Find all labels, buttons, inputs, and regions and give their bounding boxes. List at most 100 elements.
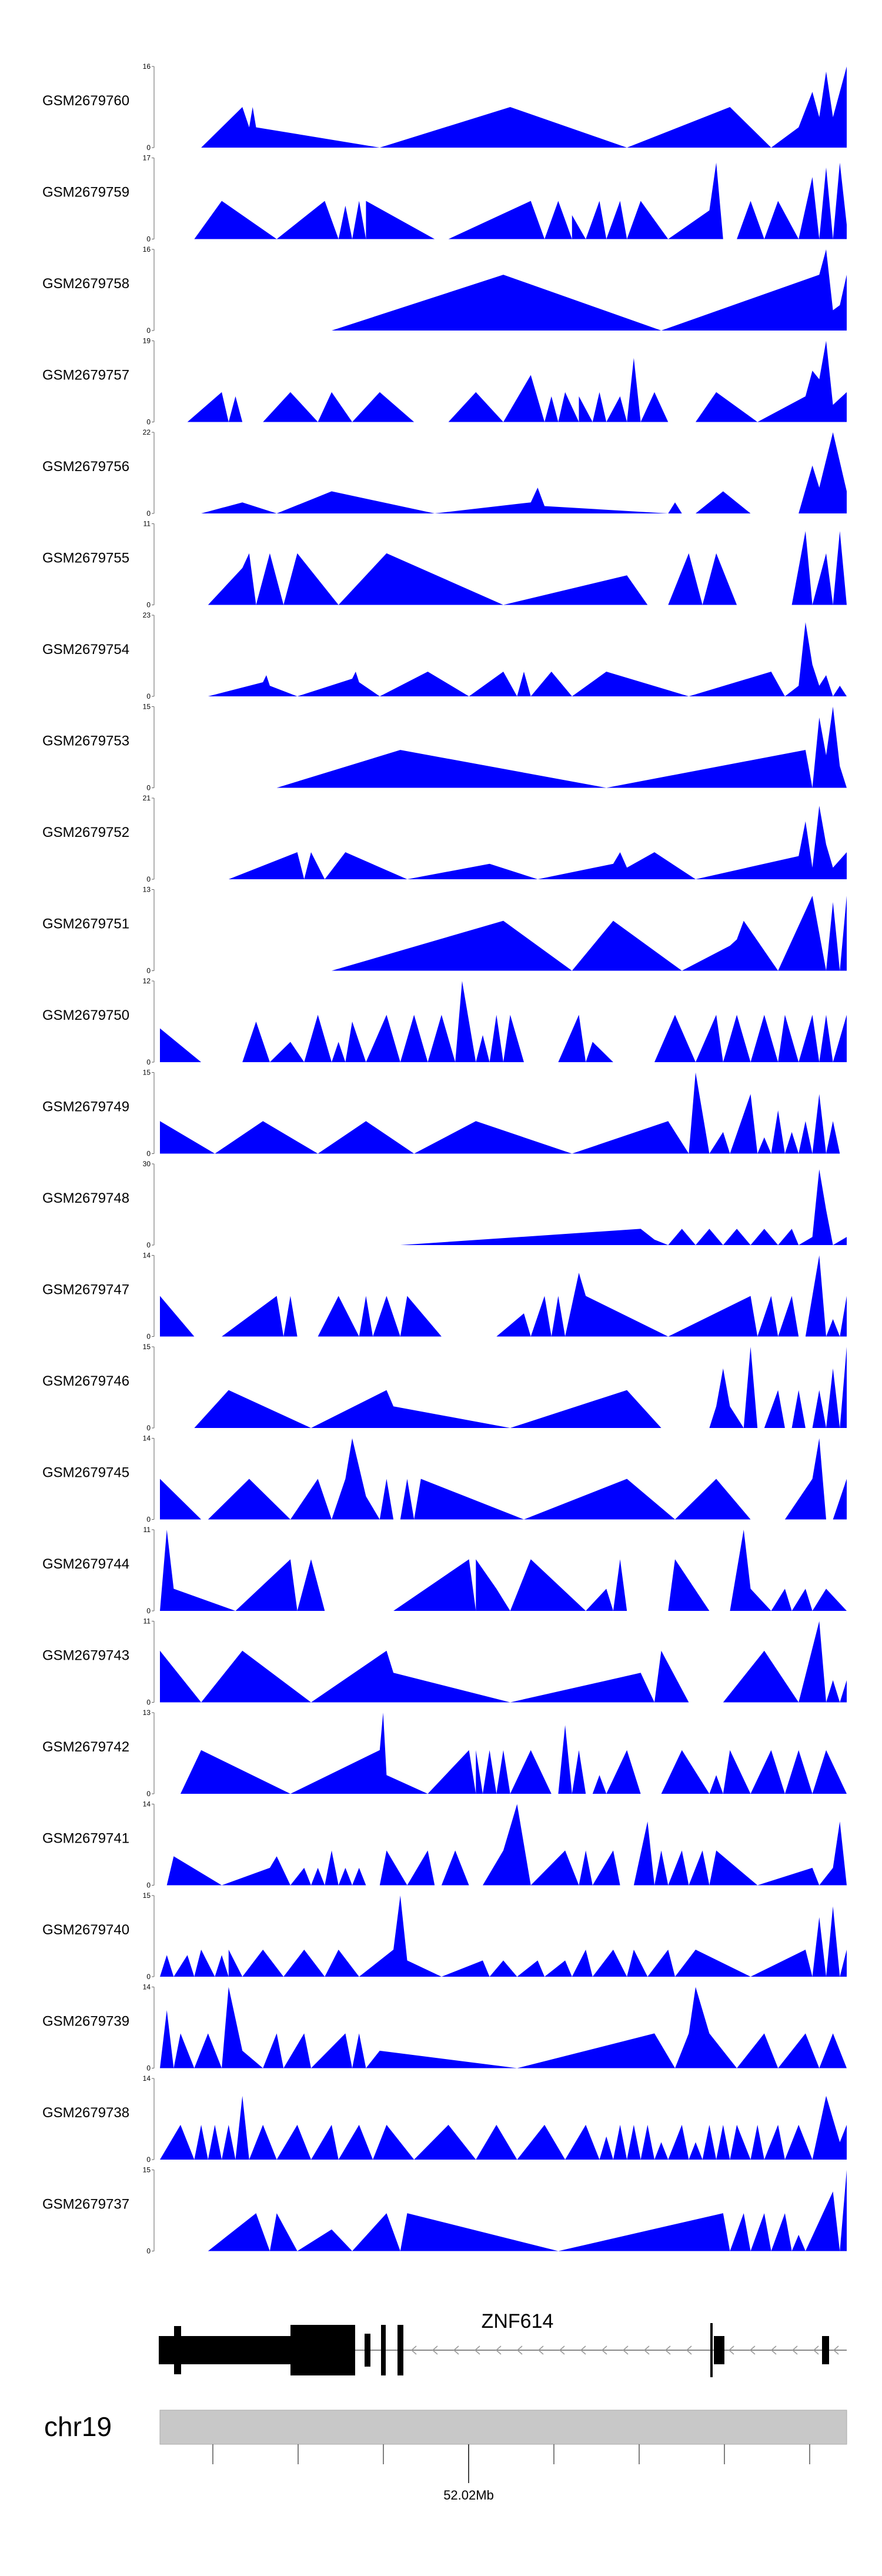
y-min-label: 0 xyxy=(146,601,151,609)
track-label: GSM2679744 xyxy=(42,1556,129,1572)
track-label: GSM2679749 xyxy=(42,1099,129,1115)
track-label: GSM2679745 xyxy=(42,1465,129,1481)
y-max-label: 14 xyxy=(143,1983,151,1991)
track-GSM2679748: GSM2679748 30 0 xyxy=(42,1160,847,1249)
track-label: GSM2679751 xyxy=(42,916,129,932)
y-max-label: 16 xyxy=(143,245,151,253)
track-GSM2679759: GSM2679759 17 0 xyxy=(42,154,847,243)
gene-exon xyxy=(714,2336,724,2364)
y-min-label: 0 xyxy=(146,326,151,335)
gene-exon xyxy=(381,2325,386,2375)
track-label: GSM2679753 xyxy=(42,733,129,749)
gene-exon xyxy=(397,2325,403,2375)
y-min-label: 0 xyxy=(146,2155,151,2164)
track-GSM2679744: GSM2679744 11 0 xyxy=(42,1526,847,1615)
track-GSM2679738: GSM2679738 14 0 xyxy=(42,2074,847,2164)
y-max-label: 11 xyxy=(143,1526,151,1534)
track-GSM2679745: GSM2679745 14 0 xyxy=(42,1434,847,1524)
signal-area xyxy=(208,2170,847,2251)
track-label: GSM2679739 xyxy=(42,2014,129,2030)
y-min-label: 0 xyxy=(146,509,151,518)
track-GSM2679757: GSM2679757 19 0 xyxy=(42,337,847,426)
y-max-label: 14 xyxy=(143,2074,151,2083)
ideogram-track: chr19 52.02Mb xyxy=(44,2410,847,2502)
gene-name-label: ZNF614 xyxy=(482,2310,554,2333)
track-GSM2679758: GSM2679758 16 0 xyxy=(42,245,847,335)
y-max-label: 15 xyxy=(143,2166,151,2174)
signal-area xyxy=(160,1255,847,1337)
y-min-label: 0 xyxy=(146,1881,151,1890)
y-min-label: 0 xyxy=(146,2064,151,2073)
track-GSM2679746: GSM2679746 15 0 xyxy=(42,1343,847,1432)
strand-arrow xyxy=(728,2345,734,2355)
signal-area xyxy=(160,1072,847,1154)
genomic-axis-ticks xyxy=(212,2444,810,2464)
strand-arrow xyxy=(410,2345,417,2355)
gene-exon xyxy=(174,2326,181,2374)
strand-arrow xyxy=(686,2345,692,2355)
track-label: GSM2679746 xyxy=(42,1373,129,1389)
track-label: GSM2679748 xyxy=(42,1190,129,1206)
chromosome-label: chr19 xyxy=(44,2411,112,2442)
y-min-label: 0 xyxy=(146,1241,151,1249)
y-min-label: 0 xyxy=(146,784,151,792)
signal-area xyxy=(160,981,847,1062)
signal-area xyxy=(194,162,847,239)
track-label: GSM2679738 xyxy=(42,2105,129,2121)
signal-area xyxy=(332,249,847,331)
y-max-label: 17 xyxy=(143,154,151,162)
track-label: GSM2679758 xyxy=(42,276,129,292)
gene-track: ZNF614 xyxy=(159,2310,847,2377)
y-min-label: 0 xyxy=(146,2247,151,2255)
signal-area xyxy=(160,1530,847,1611)
track-GSM2679752: GSM2679752 21 0 xyxy=(42,794,847,883)
signal-area xyxy=(208,622,847,696)
y-min-label: 0 xyxy=(146,1699,151,1707)
y-max-label: 11 xyxy=(143,520,151,528)
y-min-label: 0 xyxy=(146,418,151,426)
strand-arrow xyxy=(474,2345,480,2355)
signal-area xyxy=(201,66,847,148)
y-max-label: 11 xyxy=(143,1617,151,1626)
axis-position-label: 52.02Mb xyxy=(443,2488,494,2502)
signal-area xyxy=(166,1804,847,1886)
y-min-label: 0 xyxy=(146,1607,151,1615)
track-label: GSM2679743 xyxy=(42,1648,129,1664)
track-label: GSM2679737 xyxy=(42,2197,129,2213)
strand-arrow xyxy=(749,2345,756,2355)
y-min-label: 0 xyxy=(146,692,151,700)
track-label: GSM2679740 xyxy=(42,1922,129,1938)
signal-area xyxy=(276,706,847,788)
signal-area xyxy=(208,531,847,605)
track-GSM2679753: GSM2679753 15 0 xyxy=(42,703,847,792)
y-min-label: 0 xyxy=(146,1150,151,1158)
signal-area xyxy=(194,1347,847,1428)
y-max-label: 21 xyxy=(143,794,151,802)
track-GSM2679756: GSM2679756 22 0 xyxy=(42,428,847,518)
gene-exon xyxy=(159,2336,176,2364)
gene-exon xyxy=(822,2336,829,2364)
track-label: GSM2679760 xyxy=(42,93,129,109)
strand-arrow xyxy=(601,2345,607,2355)
strand-arrow xyxy=(770,2345,777,2355)
y-max-label: 23 xyxy=(143,611,151,619)
strand-arrow xyxy=(559,2345,565,2355)
y-max-label: 14 xyxy=(143,1434,151,1443)
track-GSM2679749: GSM2679749 15 0 xyxy=(42,1069,847,1158)
y-max-label: 15 xyxy=(143,1891,151,1900)
track-label: GSM2679759 xyxy=(42,185,129,201)
y-max-label: 14 xyxy=(143,1252,151,1260)
track-GSM2679741: GSM2679741 14 0 xyxy=(42,1800,847,1890)
gene-exon xyxy=(290,2325,355,2375)
track-GSM2679742: GSM2679742 13 0 xyxy=(42,1709,847,1798)
track-GSM2679754: GSM2679754 23 0 xyxy=(42,611,847,700)
y-min-label: 0 xyxy=(146,1973,151,1981)
track-GSM2679740: GSM2679740 15 0 xyxy=(42,1891,847,1981)
signal-area xyxy=(160,2095,847,2160)
gene-exon xyxy=(710,2323,713,2377)
y-min-label: 0 xyxy=(146,1790,151,1798)
track-label: GSM2679755 xyxy=(42,550,129,566)
signal-area xyxy=(160,1896,847,1977)
signal-tracks: GSM2679760160GSM2679759170GSM2679758160G… xyxy=(42,62,847,2255)
